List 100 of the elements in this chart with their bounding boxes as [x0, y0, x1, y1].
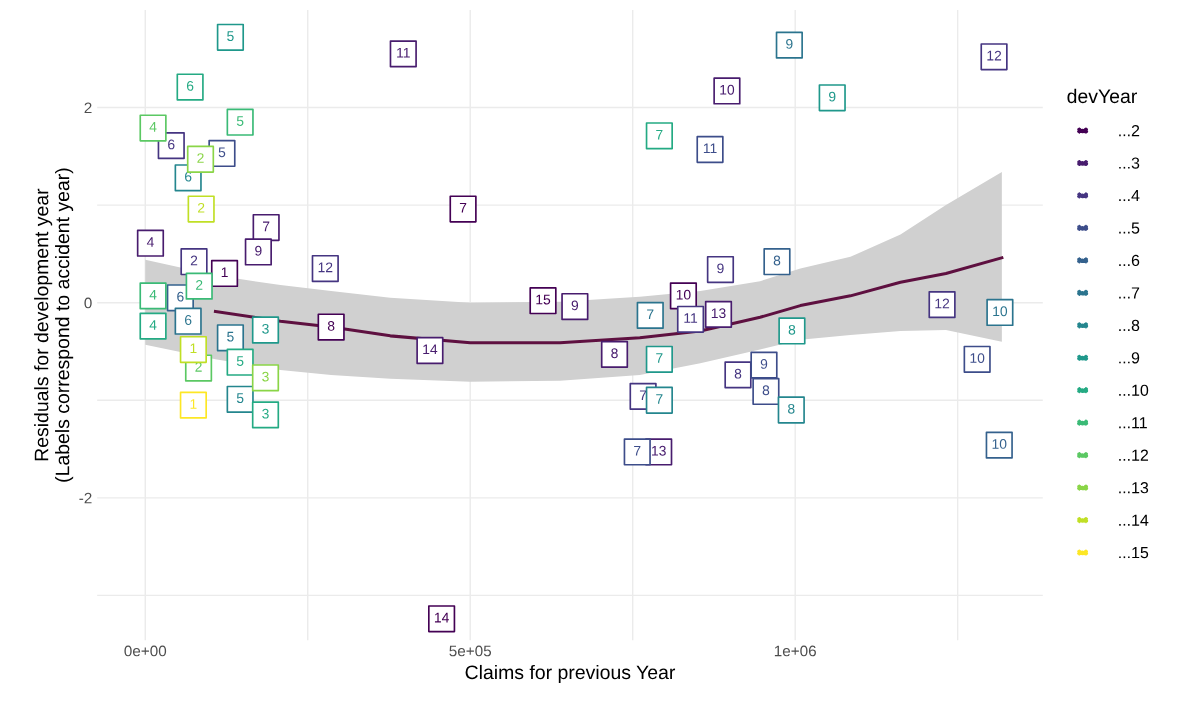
legend-label: ...15: [1119, 547, 1149, 559]
point: [317, 313, 345, 341]
point: [778, 317, 806, 345]
y-tick-label: 0: [84, 297, 92, 309]
point: [636, 301, 664, 330]
annotation: 5: [227, 331, 234, 342]
annotation: 9: [786, 39, 793, 49]
annotation: 12: [987, 50, 1002, 61]
point: [216, 324, 245, 352]
legend-label: ...5: [1119, 222, 1140, 234]
point: [226, 385, 254, 413]
annotation: 13: [711, 308, 726, 319]
legend-label: ...9: [1119, 352, 1140, 364]
annotation: 6: [168, 139, 175, 150]
annotation: 7: [656, 353, 663, 363]
annotation: 12: [935, 298, 950, 309]
point: [251, 316, 280, 344]
annotation: 8: [611, 348, 618, 359]
annotation: 7: [639, 390, 647, 400]
annotation: 5: [236, 116, 244, 126]
annotation: 10: [970, 353, 985, 364]
point: [179, 335, 207, 364]
annotation: 5: [236, 393, 244, 404]
annotation: 14: [423, 344, 438, 355]
point: [645, 345, 673, 373]
point: [752, 377, 780, 406]
y-tick-label: -2: [79, 492, 92, 504]
point: [251, 364, 280, 392]
annotation: 5: [218, 147, 226, 158]
legend-label: ...12: [1119, 449, 1149, 461]
point: [185, 272, 213, 300]
point: [186, 145, 215, 173]
x-axis-title: Claims for previous Year: [465, 664, 676, 684]
annotation: 15: [536, 294, 551, 305]
annotation: 14: [434, 612, 449, 623]
legend-label: ...4: [1119, 190, 1140, 202]
annotation: 10: [993, 306, 1008, 317]
annotation: 12: [318, 262, 333, 273]
annotation: 2: [196, 279, 203, 290]
annotation: 7: [647, 309, 654, 319]
annotation: 9: [760, 359, 768, 369]
annotation: 1: [190, 343, 197, 354]
point: [623, 438, 651, 466]
point: [179, 391, 207, 419]
legend-label: ...7: [1119, 287, 1140, 299]
x-tick-label: 0e+00: [124, 645, 167, 657]
annotation: 2: [197, 202, 205, 213]
annotation: 10: [992, 439, 1007, 449]
annotation: 1: [190, 399, 197, 409]
point: [226, 348, 254, 376]
annotation: 9: [829, 91, 836, 102]
annotation: 7: [634, 446, 641, 456]
legend-label: ...8: [1119, 319, 1140, 332]
annotation: 9: [255, 245, 262, 256]
annotation: 10: [676, 289, 691, 300]
annotation: 3: [262, 408, 269, 419]
legend-label: ...11: [1119, 417, 1147, 429]
annotation: 6: [185, 315, 192, 325]
annotation: 11: [703, 143, 717, 154]
point: [210, 259, 239, 288]
legend-label: ...14: [1119, 514, 1149, 526]
legend-label: ...10: [1119, 384, 1149, 396]
annotation: 7: [656, 394, 663, 404]
annotation: 2: [197, 153, 204, 163]
annotation: 9: [717, 263, 724, 274]
annotation: 8: [327, 320, 335, 331]
legend-label: ...3: [1119, 157, 1140, 169]
legend-label: ...13: [1119, 482, 1149, 494]
point: [750, 351, 778, 379]
annotation: 4: [146, 237, 154, 247]
annotation: 3: [262, 371, 269, 382]
annotation: 11: [397, 47, 410, 58]
annotation: 6: [186, 80, 194, 91]
annotation: 4: [149, 122, 157, 132]
x-tick-label: 5e+05: [449, 645, 492, 657]
annotation: 1: [221, 267, 228, 278]
annotation: 4: [149, 289, 157, 300]
x-tick-label: 1e+06: [774, 645, 816, 657]
annotation: 8: [734, 368, 742, 379]
annotation: 8: [773, 255, 781, 266]
annotation: 9: [571, 300, 579, 311]
annotation: 6: [177, 291, 184, 302]
y-axis-title: Residuals for development year (Labels correspond to accident year): [34, 168, 74, 482]
annotation: 4: [149, 320, 157, 330]
point: [777, 396, 805, 424]
annotation: 10: [720, 84, 735, 95]
legend-label: ...6: [1119, 254, 1140, 267]
annotation: 5: [227, 31, 234, 42]
annotation: 7: [656, 129, 663, 140]
y-tick-label: 2: [84, 102, 92, 114]
point: [600, 340, 629, 369]
annotation: 8: [788, 324, 796, 335]
annotation: 7: [459, 203, 467, 213]
annotation: 13: [652, 445, 666, 456]
annotation: 8: [762, 385, 770, 396]
legend-title: devYear: [1067, 88, 1137, 104]
annotation: 7: [263, 221, 270, 232]
annotation: 8: [788, 403, 795, 414]
legend-label: ...2: [1119, 124, 1140, 137]
annotation: 2: [190, 255, 198, 266]
